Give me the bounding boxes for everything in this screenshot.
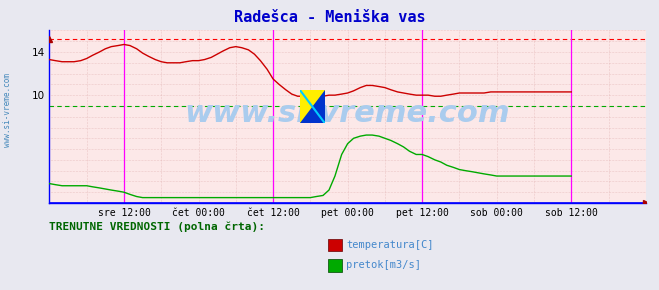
Polygon shape (300, 90, 325, 123)
Polygon shape (300, 90, 325, 123)
Text: TRENUTNE VREDNOSTI (polna črta):: TRENUTNE VREDNOSTI (polna črta): (49, 222, 266, 232)
Text: www.si-vreme.com: www.si-vreme.com (185, 99, 511, 128)
Text: pretok[m3/s]: pretok[m3/s] (346, 260, 421, 270)
Text: www.si-vreme.com: www.si-vreme.com (3, 73, 13, 147)
Text: Radešca - Meniška vas: Radešca - Meniška vas (234, 10, 425, 25)
Text: temperatura[C]: temperatura[C] (346, 240, 434, 250)
